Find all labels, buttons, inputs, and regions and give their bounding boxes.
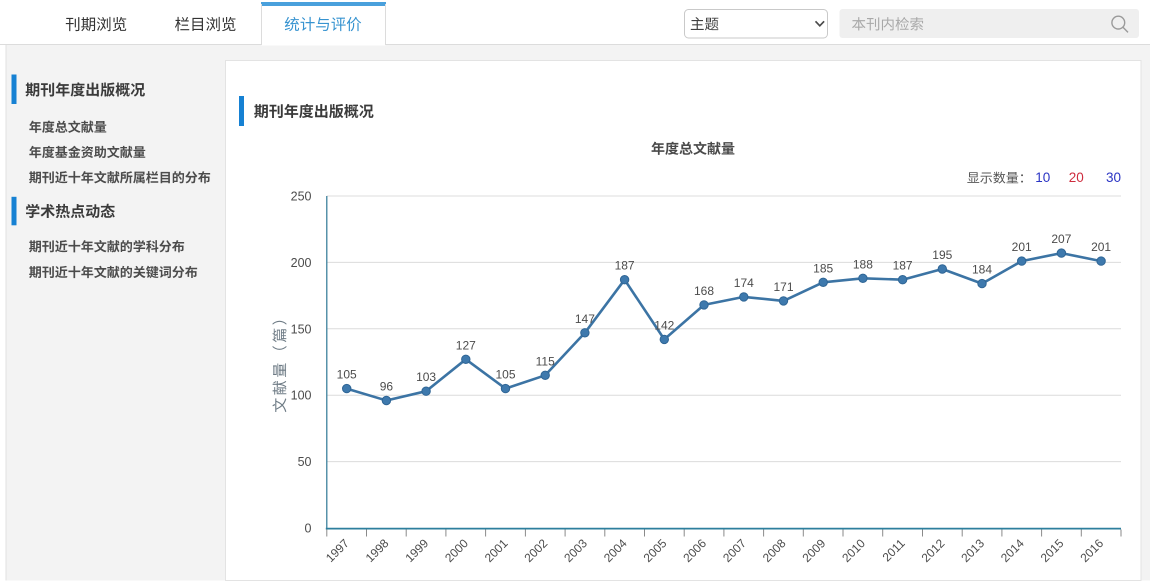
svg-text:100: 100 bbox=[291, 389, 312, 403]
svg-text:195: 195 bbox=[932, 248, 952, 262]
svg-text:188: 188 bbox=[853, 257, 873, 271]
svg-text:115: 115 bbox=[536, 354, 555, 368]
svg-text:142: 142 bbox=[654, 318, 674, 332]
svg-text:171: 171 bbox=[773, 280, 793, 294]
svg-text:174: 174 bbox=[734, 276, 754, 290]
svg-text:0: 0 bbox=[305, 522, 312, 536]
svg-text:96: 96 bbox=[380, 380, 394, 394]
svg-text:185: 185 bbox=[813, 261, 833, 275]
svg-text:147: 147 bbox=[575, 312, 595, 326]
svg-text:184: 184 bbox=[972, 263, 992, 277]
svg-text:187: 187 bbox=[615, 259, 635, 273]
svg-text:168: 168 bbox=[694, 284, 714, 298]
svg-text:105: 105 bbox=[495, 368, 515, 382]
svg-text:10: 10 bbox=[1035, 170, 1050, 185]
svg-text:30: 30 bbox=[1106, 170, 1121, 185]
svg-text:50: 50 bbox=[298, 455, 312, 469]
svg-text:105: 105 bbox=[337, 368, 357, 382]
svg-text:187: 187 bbox=[893, 259, 913, 273]
svg-text:201: 201 bbox=[1012, 240, 1032, 254]
svg-text:207: 207 bbox=[1051, 232, 1071, 246]
svg-text:127: 127 bbox=[456, 338, 476, 352]
svg-text:103: 103 bbox=[416, 370, 436, 384]
svg-text:200: 200 bbox=[291, 256, 312, 270]
svg-text:250: 250 bbox=[291, 190, 312, 204]
svg-text:20: 20 bbox=[1069, 170, 1084, 185]
svg-text:201: 201 bbox=[1091, 240, 1111, 254]
svg-text:150: 150 bbox=[291, 322, 312, 336]
